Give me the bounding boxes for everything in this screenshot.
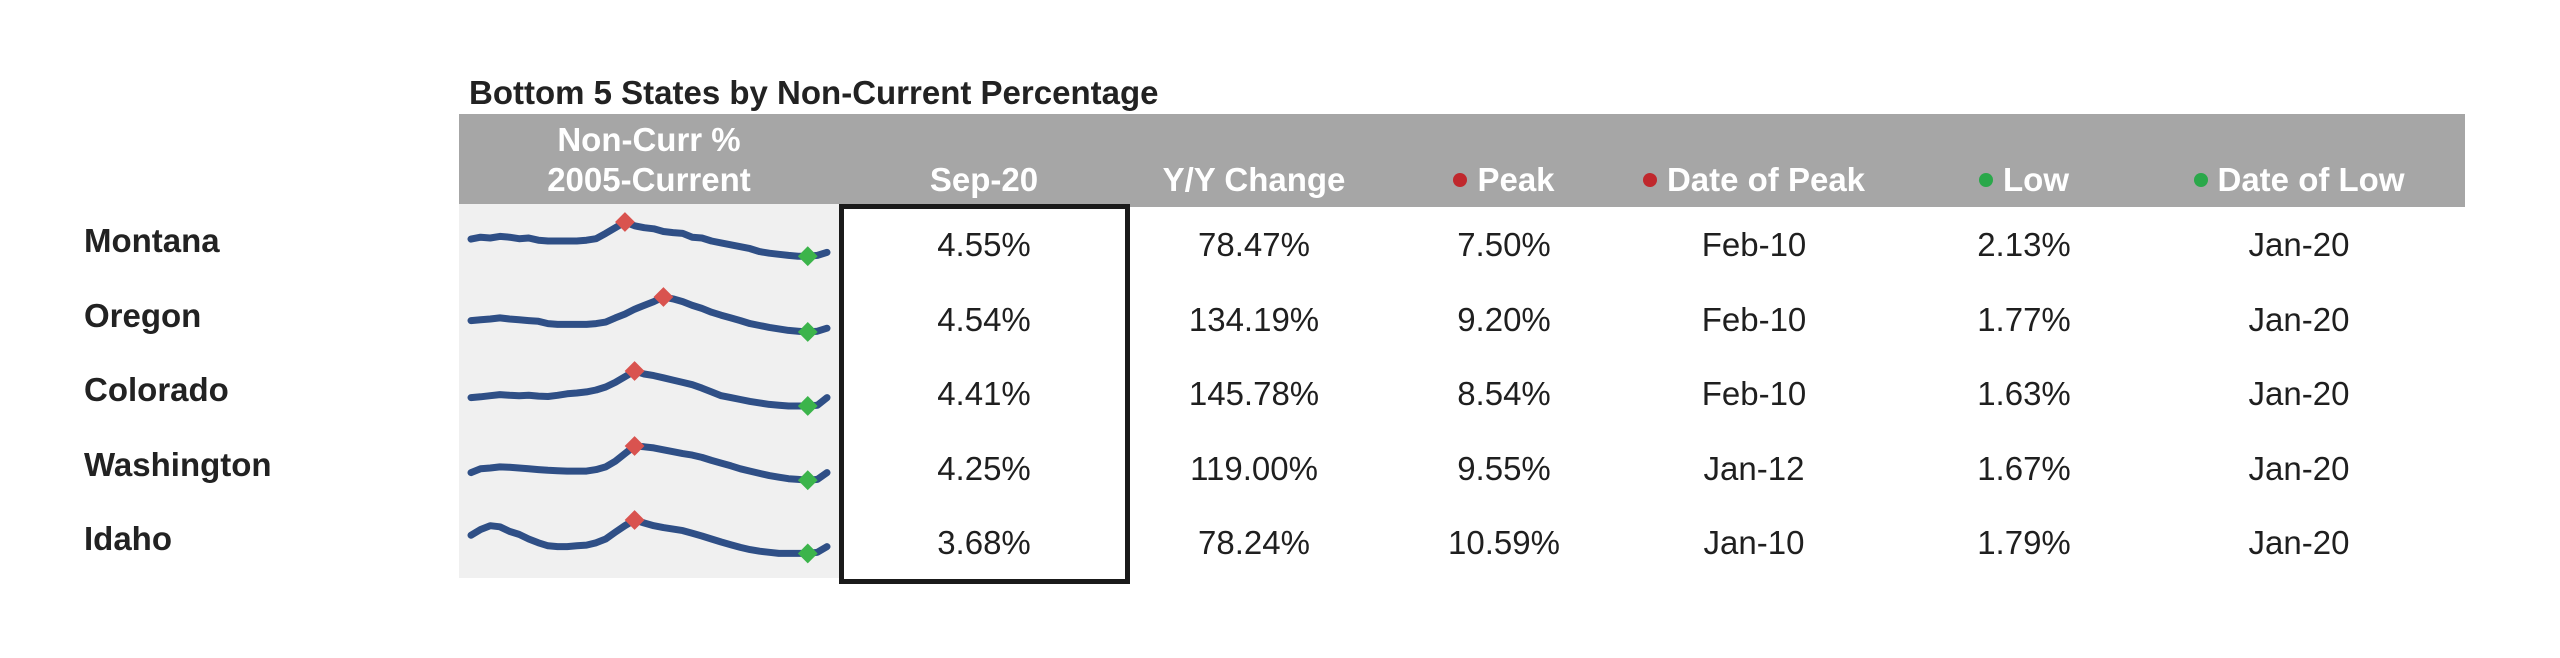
sparkline-montana: [467, 212, 831, 267]
cell-date-of-low: Jan-20: [2248, 524, 2350, 561]
peak-marker: [615, 212, 635, 232]
header-date-of-peak-label: Date of Peak: [1666, 161, 1866, 198]
cell-peak: 9.55%: [1457, 449, 1551, 487]
cell-sep20: 4.55%: [937, 226, 1031, 263]
sparkline-washington: [467, 435, 831, 490]
cell-sep20: 4.25%: [937, 449, 1031, 487]
cell-yy-change: 78.47%: [1198, 226, 1310, 263]
sparkline-line: [467, 516, 831, 557]
cell-date-of-peak: Feb-10: [1701, 300, 1807, 338]
header-sparkline: Non-Curr % 2005-Current: [519, 120, 779, 200]
cell-low: 1.63%: [1977, 375, 2071, 412]
peak-dot-icon: [1453, 173, 1468, 188]
low-marker: [797, 543, 818, 564]
sparkline-column-bg: [459, 204, 839, 578]
sparkline-line: [467, 218, 831, 260]
header-peak: Peak: [1379, 160, 1629, 200]
sparkline-line: [467, 293, 831, 335]
cell-date-of-peak: Feb-10: [1701, 226, 1807, 263]
header-yy-change: Y/Y Change: [1162, 161, 1346, 198]
cell-sep20: 4.54%: [937, 300, 1031, 338]
sparkline-line: [467, 442, 831, 484]
header-peak-label: Peak: [1477, 161, 1555, 198]
row-state-label: Oregon: [84, 296, 202, 334]
sparkline-colorado: [467, 361, 831, 416]
low-marker: [797, 246, 818, 267]
sep20-highlight-box: [839, 204, 1130, 584]
low-marker: [797, 321, 818, 342]
cell-peak: 9.20%: [1457, 300, 1551, 338]
header-sep20: Sep-20: [929, 161, 1039, 198]
row-state-label: Washington: [84, 445, 272, 483]
row-state-label: Idaho: [84, 520, 172, 557]
cell-peak: 8.54%: [1457, 375, 1551, 412]
cell-date-of-low: Jan-20: [2248, 226, 2350, 263]
low-marker: [797, 469, 818, 490]
cell-date-of-low: Jan-20: [2248, 300, 2350, 338]
cell-date-of-peak: Jan-12: [1703, 449, 1805, 487]
cell-date-of-peak: Jan-10: [1703, 524, 1805, 561]
low-dot-icon: [1979, 173, 1993, 188]
cell-low: 1.79%: [1977, 524, 2071, 561]
cell-yy-change: 78.24%: [1198, 524, 1310, 561]
cell-yy-change: 119.00%: [1190, 449, 1318, 487]
sparkline-idaho: [467, 510, 831, 564]
cell-sep20: 4.41%: [937, 375, 1031, 412]
cell-low: 1.77%: [1977, 300, 2071, 338]
header-date-of-low-label: Date of Low: [2217, 161, 2405, 198]
header-date-of-low: Date of Low: [2139, 160, 2459, 200]
sparkline-line: [467, 367, 831, 410]
header-low: Low: [1899, 160, 2149, 200]
cell-date-of-low: Jan-20: [2248, 449, 2350, 487]
header-row: Non-Curr % 2005-Current Sep-20 Y/Y Chang…: [459, 114, 2465, 207]
low-marker: [797, 396, 818, 416]
cell-peak: 10.59%: [1448, 524, 1560, 561]
cell-peak: 7.50%: [1457, 226, 1551, 263]
peak-dot-icon: [1642, 173, 1657, 188]
header-sparkline-line2: 2005-Current: [547, 161, 751, 198]
header-sparkline-line1: Non-Curr %: [557, 121, 741, 158]
cell-yy-change: 134.19%: [1188, 300, 1320, 338]
cell-date-of-low: Jan-20: [2248, 375, 2350, 412]
header-date-of-peak: Date of Peak: [1629, 160, 1879, 200]
row-state-label: Montana: [84, 222, 220, 259]
cell-yy-change: 145.78%: [1188, 375, 1320, 412]
cell-sep20: 3.68%: [937, 524, 1031, 561]
row-state-label: Colorado: [84, 371, 229, 408]
sparkline-oregon: [467, 286, 831, 342]
cell-low: 2.13%: [1977, 226, 2071, 263]
cell-low: 1.67%: [1977, 449, 2071, 487]
low-dot-icon: [2193, 173, 2208, 188]
table-title: Bottom 5 States by Non-Current Percentag…: [469, 74, 1159, 111]
cell-date-of-peak: Feb-10: [1701, 375, 1807, 412]
header-low-label: Low: [2003, 161, 2069, 198]
